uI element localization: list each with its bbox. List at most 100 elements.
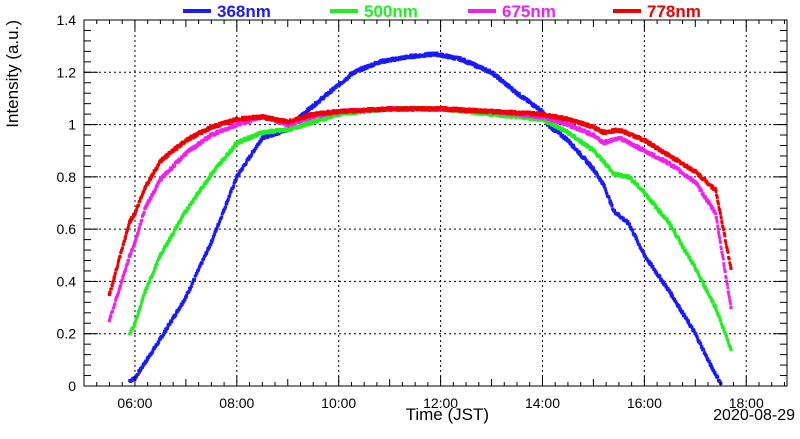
data-point — [159, 254, 162, 257]
data-point — [702, 192, 705, 195]
data-point — [235, 175, 238, 178]
data-point — [232, 185, 235, 188]
data-point — [110, 315, 113, 318]
data-point — [714, 212, 717, 215]
data-point — [602, 183, 605, 186]
data-point — [124, 234, 127, 237]
data-point — [139, 223, 142, 226]
data-point — [167, 155, 170, 158]
data-point — [724, 270, 727, 273]
data-point — [150, 197, 153, 200]
data-point — [195, 196, 198, 199]
data-point — [225, 202, 228, 205]
data-point — [668, 290, 671, 293]
data-point — [725, 276, 728, 279]
data-point — [166, 327, 169, 330]
data-point — [680, 242, 683, 245]
data-point — [116, 263, 119, 266]
data-point — [190, 285, 193, 288]
data-point — [210, 241, 213, 244]
data-point — [146, 287, 149, 290]
data-point — [184, 209, 187, 212]
data-point — [722, 262, 725, 265]
data-point — [668, 222, 671, 225]
data-point — [627, 222, 630, 225]
data-point — [108, 319, 111, 322]
data-point — [700, 343, 703, 346]
data-point — [611, 204, 614, 207]
data-point — [408, 55, 411, 58]
data-point — [121, 246, 124, 249]
data-point — [720, 323, 723, 326]
data-point — [678, 305, 681, 308]
data-point — [608, 197, 611, 200]
data-point — [128, 254, 131, 257]
data-point — [225, 156, 228, 159]
data-point — [119, 284, 122, 287]
series-368nm — [128, 51, 722, 385]
data-point — [286, 128, 289, 131]
data-point — [124, 237, 127, 240]
data-point — [230, 190, 233, 193]
data-point — [113, 277, 116, 280]
data-point — [602, 141, 605, 144]
data-point — [566, 131, 569, 134]
data-point — [144, 361, 147, 364]
data-point — [261, 136, 264, 139]
data-point — [227, 198, 230, 201]
data-point — [127, 226, 130, 229]
data-point — [188, 206, 191, 209]
data-point — [602, 160, 605, 163]
data-point — [128, 332, 131, 335]
data-point — [720, 247, 723, 250]
data-point — [220, 216, 223, 219]
data-point — [128, 379, 131, 382]
data-point — [627, 175, 630, 178]
data-point — [700, 190, 703, 193]
data-point — [144, 207, 147, 210]
data-point — [718, 237, 721, 240]
data-point — [694, 332, 697, 335]
data-point — [137, 231, 140, 234]
data-point — [171, 320, 174, 323]
series-778nm — [108, 106, 733, 296]
data-point — [141, 300, 144, 303]
data-point — [678, 239, 681, 242]
data-point — [111, 284, 114, 287]
data-point — [717, 376, 720, 379]
data-point — [490, 71, 493, 74]
data-point — [693, 264, 696, 267]
data-point — [631, 229, 634, 232]
data-point — [133, 241, 136, 244]
data-point — [726, 283, 729, 286]
data-point — [312, 120, 315, 123]
data-point — [224, 205, 227, 208]
data-point — [159, 337, 162, 340]
data-point — [722, 258, 725, 261]
data-point — [729, 306, 732, 309]
data-point — [727, 292, 730, 295]
data-point — [210, 133, 213, 136]
data-points — [108, 51, 733, 385]
data-point — [729, 303, 732, 306]
data-point — [137, 204, 140, 207]
data-point — [637, 183, 640, 186]
data-point — [378, 60, 381, 63]
data-point — [184, 299, 187, 302]
data-point — [136, 316, 139, 319]
data-point — [143, 211, 146, 214]
data-point — [612, 209, 615, 212]
series-500nm — [128, 106, 732, 351]
data-point — [146, 203, 149, 206]
data-point — [592, 167, 595, 170]
data-point — [681, 310, 684, 313]
data-point — [729, 348, 732, 351]
data-point — [643, 191, 646, 194]
data-point — [643, 149, 646, 152]
data-point — [717, 227, 720, 230]
data-point — [714, 306, 717, 309]
data-point — [193, 278, 196, 281]
data-point — [184, 152, 187, 155]
data-point — [717, 230, 720, 233]
